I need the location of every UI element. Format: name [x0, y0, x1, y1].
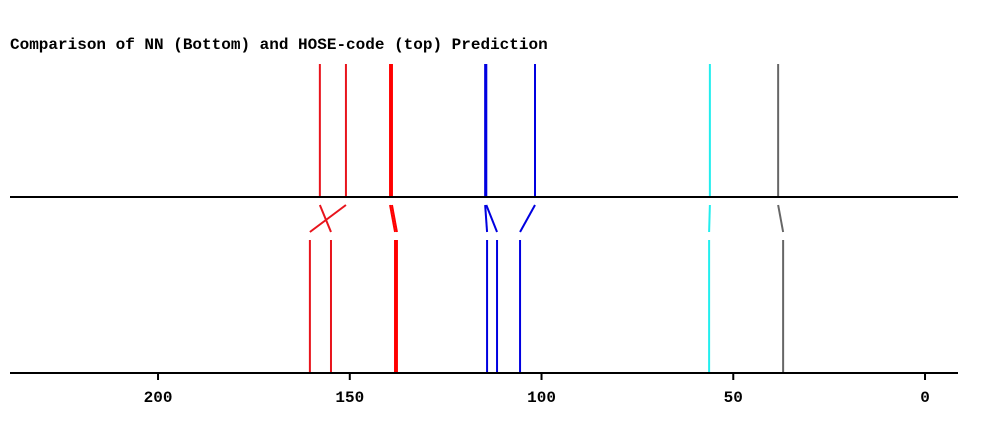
connector [777, 204, 785, 233]
x-tick-label: 0 [920, 389, 930, 407]
chart-title: Comparison of NN (Bottom) and HOSE-code … [10, 36, 548, 54]
x-tick-label: 50 [724, 389, 743, 407]
connector [485, 204, 498, 233]
x-tick-label: 150 [335, 389, 364, 407]
connector [318, 204, 332, 233]
connector [484, 204, 489, 233]
connector [389, 204, 397, 233]
connector [519, 204, 536, 233]
connector [708, 204, 711, 233]
connector [309, 204, 347, 233]
x-tick-label: 200 [144, 389, 173, 407]
connector [390, 204, 398, 233]
x-tick-label: 100 [527, 389, 556, 407]
